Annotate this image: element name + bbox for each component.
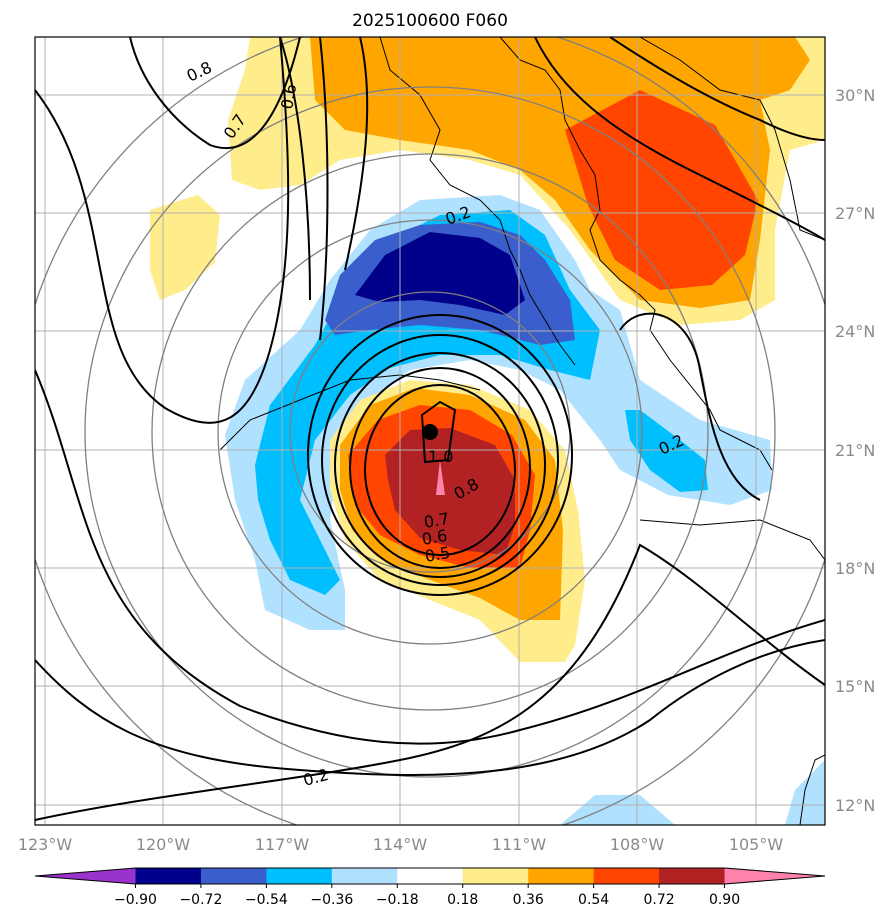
range-ring-4 xyxy=(84,86,776,778)
lat-tick-label: 15°N xyxy=(835,677,875,696)
colorbar-tick-label: −0.72 xyxy=(179,892,222,908)
colorbar-tick-label: 0.18 xyxy=(447,892,478,908)
lon-tick-labels: 123°W 120°W 117°W 114°W 111°W 108°W 105°… xyxy=(18,835,784,854)
lon-tick-label: 123°W xyxy=(18,835,73,854)
colorbar-segment xyxy=(266,868,333,884)
contour-north-2 xyxy=(279,37,311,301)
colorbar-segment xyxy=(659,868,726,884)
contour-label: 0.6 xyxy=(277,82,300,110)
contour-core-1 xyxy=(364,384,516,556)
lat-tick-label: 12°N xyxy=(835,796,875,815)
contour-label: 0.5 xyxy=(423,543,451,566)
contour-label: 0.7 xyxy=(422,509,450,532)
colorbar-segment xyxy=(593,868,660,884)
colorbar-tick-label: −0.54 xyxy=(245,892,288,908)
contour-north-4 xyxy=(344,37,369,271)
contour-north-3 xyxy=(319,37,329,341)
contour-west-3 xyxy=(35,639,825,776)
lat-tick-label: 27°N xyxy=(835,204,875,223)
fill-west-036 xyxy=(150,195,220,300)
contour-north-1 xyxy=(129,37,301,150)
contour-core-inner xyxy=(420,400,457,464)
contours xyxy=(35,37,825,821)
contour-south-1 xyxy=(35,543,825,821)
colorbar-segment xyxy=(397,868,464,884)
colorbar-tick-label: 0.72 xyxy=(644,892,675,908)
fill-south-neg xyxy=(560,795,675,825)
lat-tick-label: 21°N xyxy=(835,441,875,460)
colorbar-segment xyxy=(331,868,398,884)
range-ring-2 xyxy=(217,219,643,645)
colorbar-segment xyxy=(200,868,267,884)
colorbar: −0.90 −0.72 −0.54 −0.36 −0.18 0.18 0.36 0.54 0.7… xyxy=(34,867,826,908)
contour-core-5 xyxy=(307,314,573,596)
colorbar-tick-label: 0.36 xyxy=(513,892,544,908)
coastline-se xyxy=(799,754,825,825)
colorbar-segment xyxy=(528,868,595,884)
lat-tick-labels: 30°N 27°N 24°N 21°N 18°N 15°N 12°N xyxy=(835,86,875,815)
contour-north-5 xyxy=(534,37,825,241)
lat-tick-label: 30°N xyxy=(835,86,875,105)
contour-core-4 xyxy=(321,334,559,586)
fill-neg-072 xyxy=(355,232,525,315)
lat-tick-label: 24°N xyxy=(835,322,875,341)
contour-east-1 xyxy=(619,312,761,501)
contour-label: 0.6 xyxy=(420,526,448,549)
fill-core-090 xyxy=(385,428,515,555)
contour-core-3 xyxy=(334,352,546,578)
lon-tick-label: 105°W xyxy=(729,835,784,854)
colorbar-tick-label: 0.54 xyxy=(578,892,609,908)
gridlines xyxy=(35,37,825,825)
lat-tick-label: 18°N xyxy=(835,559,875,578)
storm-center-marker xyxy=(422,424,438,440)
range-ring-3 xyxy=(151,153,709,711)
contour-west-1 xyxy=(35,37,290,424)
coastlines xyxy=(219,37,825,825)
coastline-baja-west xyxy=(379,37,576,366)
colorbar-tick-label: −0.18 xyxy=(376,892,419,908)
map-panel: 0.8 0.7 0.6 0.2 0.2 1.0 0.8 0.7 0.6 0.5 … xyxy=(35,37,825,825)
colorbar-tick-label: −0.90 xyxy=(114,892,157,908)
colorbar-segment xyxy=(135,868,202,884)
lon-tick-label: 114°W xyxy=(373,835,428,854)
contour-west-2 xyxy=(35,369,825,745)
lon-tick-label: 120°W xyxy=(136,835,191,854)
lon-tick-label: 111°W xyxy=(492,835,547,854)
map-frame xyxy=(34,36,826,826)
contour-north-6 xyxy=(609,37,825,141)
lon-tick-label: 117°W xyxy=(255,835,310,854)
lon-tick-label: 108°W xyxy=(610,835,665,854)
contour-core-2 xyxy=(349,367,531,569)
contour-label: 1.0 xyxy=(428,447,453,466)
colorbar-tick-label: −0.36 xyxy=(310,892,353,908)
colorbar-extend-low xyxy=(35,868,136,884)
colorbar-extend-high xyxy=(724,868,825,884)
fill-core-max xyxy=(436,460,445,495)
colorbar-segment xyxy=(462,868,529,884)
colorbar-tick-label: 0.90 xyxy=(709,892,740,908)
coastline-mainland-south xyxy=(639,519,825,561)
coastline-mainland xyxy=(639,37,825,241)
fill-neg-036-east xyxy=(625,410,708,492)
map-title: 2025100600 F060 xyxy=(352,11,508,31)
coastline-baja xyxy=(499,37,773,471)
